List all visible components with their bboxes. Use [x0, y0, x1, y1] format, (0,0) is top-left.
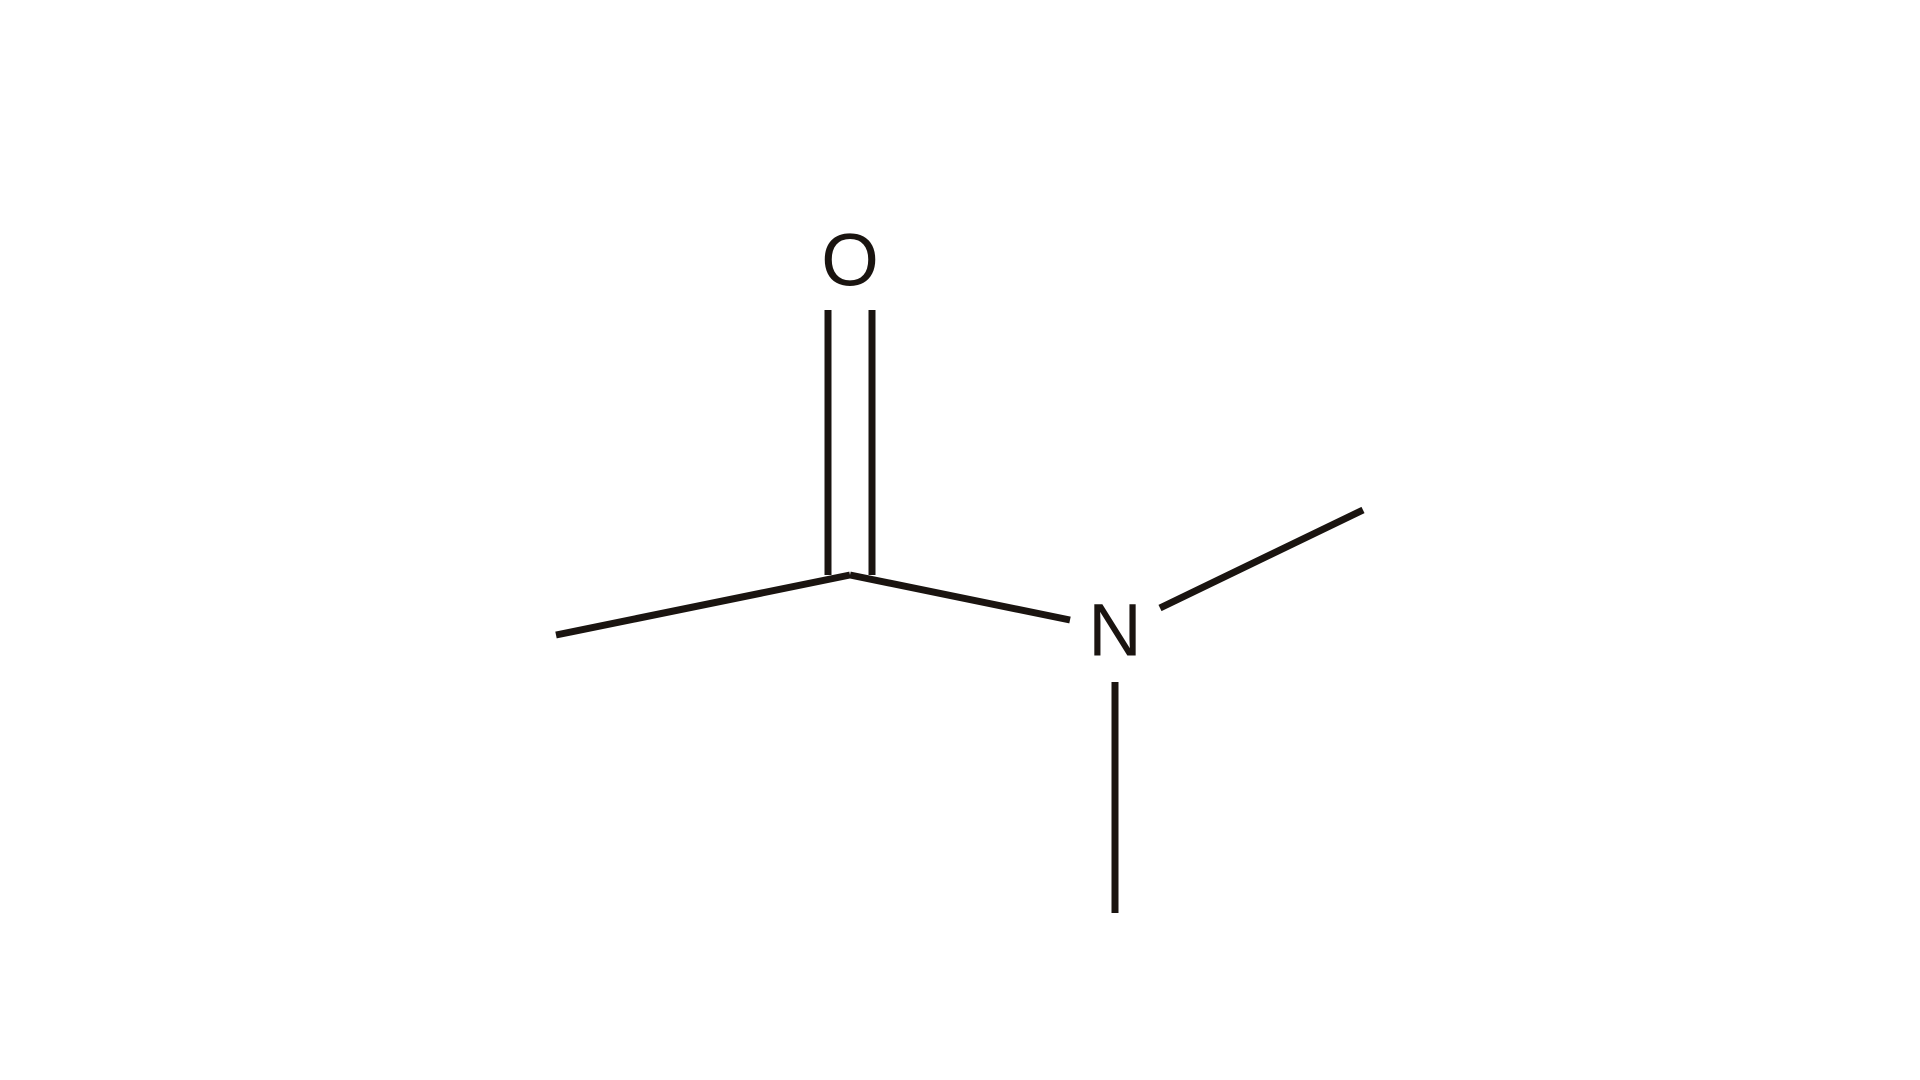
atom-label-o: O — [821, 219, 879, 302]
bond — [1160, 510, 1363, 608]
atom-label-n: N — [1088, 589, 1141, 672]
bond — [850, 575, 1070, 620]
molecule-diagram: ON — [0, 0, 1920, 1080]
bond — [556, 575, 850, 635]
